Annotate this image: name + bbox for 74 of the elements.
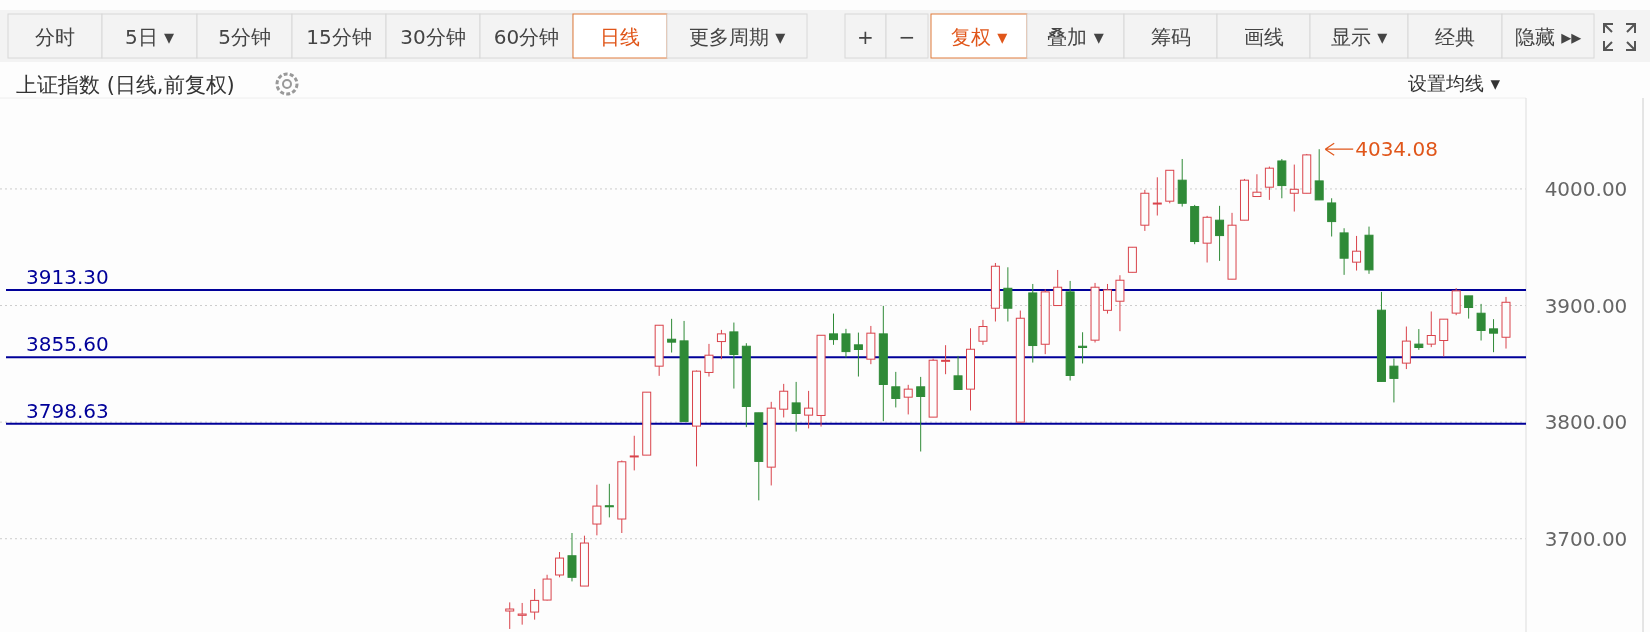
text: 复权 ▾ — [950, 25, 1008, 49]
candlestick — [903, 384, 913, 415]
candlestick — [829, 313, 839, 346]
candlestick — [1252, 173, 1262, 198]
candlestick — [1264, 166, 1274, 201]
text: 分时 — [35, 25, 75, 49]
text: 画线 — [1243, 25, 1284, 49]
ref-line-label: 3855.60 — [26, 332, 109, 357]
text: 经典 — [1435, 25, 1475, 49]
text: − — [898, 25, 916, 49]
candlestick — [1476, 303, 1486, 342]
candlestick — [1152, 176, 1162, 217]
candlestick — [916, 376, 926, 453]
text: 设置均线 ▾ — [1408, 72, 1501, 94]
candlestick — [978, 319, 988, 346]
candlestick — [567, 532, 577, 582]
text: 5分钟 — [218, 25, 271, 49]
candlestick — [1401, 326, 1411, 370]
candlestick — [841, 328, 851, 359]
candlestick — [716, 329, 726, 360]
candlestick — [1439, 318, 1449, 357]
y-tick-label: 3900.00 — [1544, 293, 1628, 318]
text: 15分钟 — [306, 25, 372, 49]
candlestick — [1053, 269, 1063, 307]
candlestick — [1215, 205, 1225, 262]
candlestick — [667, 318, 677, 354]
candlestick — [791, 381, 801, 433]
annotation: 4034.08 — [1355, 137, 1438, 162]
candlestick — [530, 588, 540, 621]
candlestick — [1489, 318, 1499, 353]
candlestick — [592, 484, 602, 536]
candlestick — [542, 574, 552, 602]
text: 隐藏 ▸▸ — [1514, 25, 1582, 49]
text: 日线 — [600, 25, 640, 49]
candlestick — [1389, 357, 1399, 403]
candlestick — [555, 551, 565, 578]
candlestick — [1102, 283, 1112, 315]
text: 更多周期 ▾ — [688, 25, 786, 49]
candlestick — [1289, 164, 1299, 213]
candlestick — [1414, 328, 1424, 351]
candlestick — [704, 343, 714, 378]
y-tick-label: 3800.00 — [1544, 410, 1628, 435]
candlestick — [1115, 274, 1125, 332]
text: 5日 ▾ — [124, 25, 175, 49]
candlestick — [804, 390, 814, 429]
candlestick — [779, 383, 789, 418]
text: 60分钟 — [493, 25, 560, 49]
y-tick-label: 3700.00 — [1544, 526, 1628, 551]
candlestick — [891, 371, 901, 408]
candlestick — [1314, 148, 1324, 201]
candlestick — [941, 344, 951, 375]
ref-line-label: 3798.63 — [26, 398, 109, 423]
text: 上证指数 (日线,前复权) — [16, 73, 235, 97]
candlestick — [1003, 266, 1013, 323]
candlestick — [517, 602, 527, 626]
candlestick — [1078, 331, 1088, 364]
candlestick — [1464, 295, 1474, 320]
y-tick-label: 4000.00 — [1544, 176, 1628, 201]
candlestick — [1327, 197, 1337, 238]
candlestick — [1352, 235, 1362, 272]
text: 30分钟 — [400, 25, 466, 49]
candlestick — [1177, 158, 1187, 208]
text: 筹码 — [1150, 25, 1191, 49]
candlestick — [853, 332, 863, 378]
ref-line-label: 3913.30 — [26, 265, 109, 290]
candlestick — [604, 483, 614, 518]
candlestick — [1426, 310, 1436, 348]
text: 显示 ▾ — [1330, 25, 1388, 49]
candlestick — [729, 322, 739, 390]
text: 叠加 ▾ — [1047, 25, 1104, 49]
candlestick — [629, 435, 639, 471]
candlestick — [1451, 287, 1461, 316]
text: + — [857, 25, 874, 49]
candlestick — [953, 355, 963, 390]
